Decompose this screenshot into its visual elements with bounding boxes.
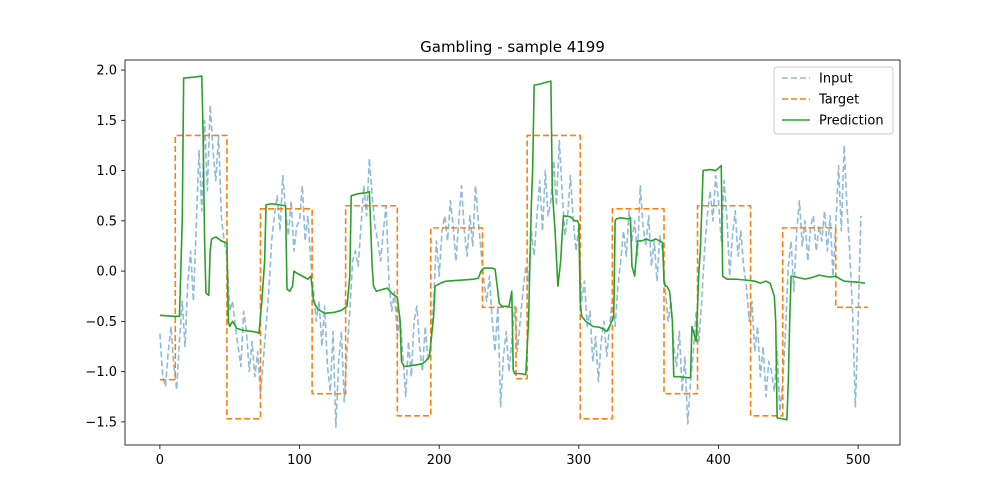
legend-label-input: Input (819, 72, 853, 87)
x-tick-label: 100 (287, 453, 312, 468)
y-tick-label: −0.5 (85, 315, 117, 330)
chart-title: Gambling - sample 4199 (420, 38, 605, 56)
y-tick-label: 1.0 (96, 164, 117, 179)
axes-layer: 0 100 200 300 400 500 −1.5 −1.0 −0.5 0.0 0.5 1.0 1.5… (85, 59, 901, 468)
series-line-target (159, 134, 868, 420)
x-tick-label: 500 (846, 453, 871, 468)
legend-box (773, 66, 894, 135)
y-tick-label: 0.0 (96, 265, 117, 280)
series-line-prediction (159, 75, 866, 421)
series-layer (159, 75, 868, 428)
y-tick-label: −1.0 (85, 365, 117, 380)
legend-label-prediction: Prediction (819, 114, 884, 129)
legend-label-target: Target (818, 93, 859, 108)
series-line-input (159, 104, 862, 428)
y-tick-label: 2.0 (96, 64, 117, 79)
x-tick-label: 200 (427, 453, 452, 468)
x-tick-label: 0 (156, 453, 164, 468)
legend: Input Target Prediction (773, 66, 894, 135)
x-tick-label: 300 (566, 453, 591, 468)
y-tick-label: 1.5 (96, 114, 117, 129)
x-tick-label: 400 (706, 453, 731, 468)
y-tick-label: −1.5 (85, 415, 117, 430)
y-tick-label: 0.5 (96, 214, 117, 229)
plot-frame (124, 59, 901, 446)
